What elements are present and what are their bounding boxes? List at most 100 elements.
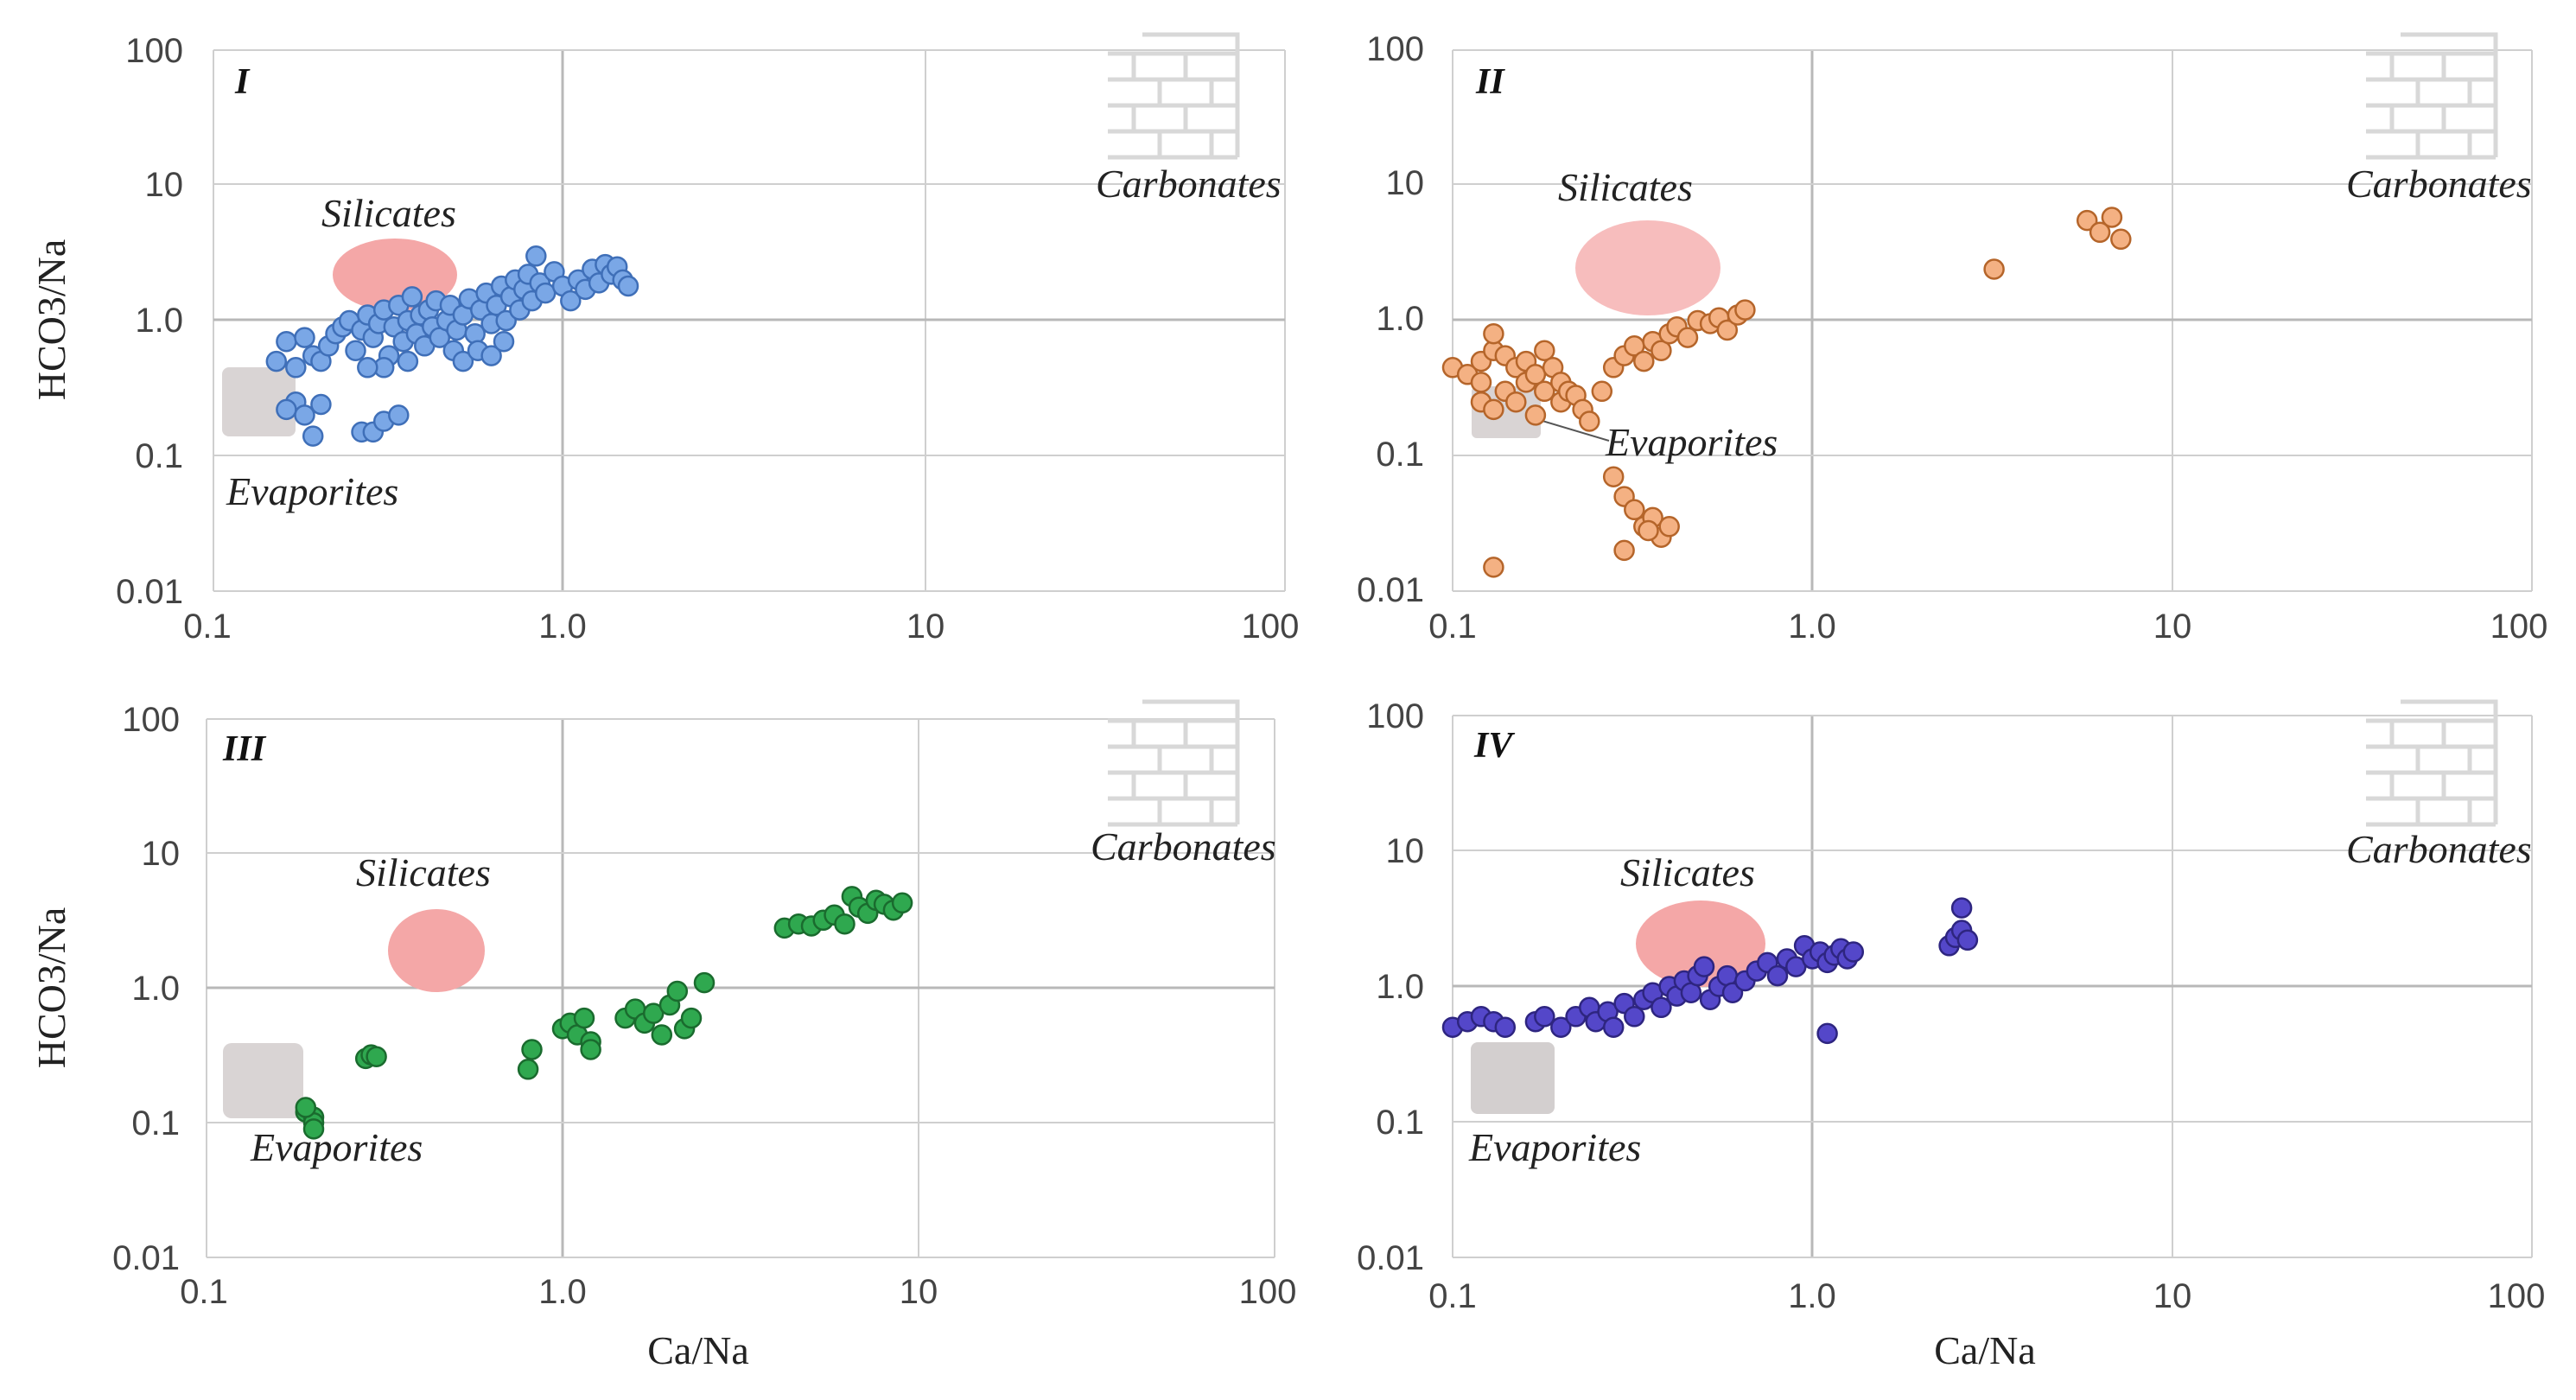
panel-iii-xtick-100: 100 [1239, 1273, 1297, 1311]
panel-i-silicates-label: Silicates [321, 191, 456, 235]
panel-i-data-point [525, 245, 547, 267]
panel-iv-data-point [1816, 1022, 1838, 1045]
panel-iv-ytick-1: 1.0 [1376, 968, 1424, 1006]
panel-ii-xtick-10: 10 [2153, 608, 2192, 646]
panel-iii-silicates-region [388, 909, 485, 992]
panel-iv-ytick-0.01: 0.01 [1357, 1239, 1424, 1277]
panel-i-xtick-1: 1.0 [538, 608, 587, 646]
panel-ii-ytick-0.1: 0.1 [1376, 436, 1424, 474]
panel-ii-data-point [1613, 539, 1635, 562]
panel-ii-evaporites-label: Evaporites [1605, 420, 1778, 464]
panel-iv-evaporites-label: Evaporites [1468, 1125, 1641, 1169]
panel-iii-data-point [580, 1039, 601, 1060]
panel-i-points [265, 245, 639, 447]
panel-i-data-point [452, 350, 474, 372]
panel-iii: 100 10 1.0 0.1 0.01 0.1 1.0 10 100 HCO3/… [29, 699, 1297, 1372]
panel-ii-data-point [1579, 410, 1600, 432]
panel-iii-evaporites-label: Evaporites [250, 1125, 423, 1169]
panel-iii-data-point [651, 1024, 673, 1046]
panel-i-data-point [493, 330, 515, 353]
panel-i-ytick-100: 100 [125, 32, 183, 70]
panel-ii: 100 10 1.0 0.1 0.01 0.1 1.0 10 100 II Ca… [1357, 30, 2547, 646]
panel-ii-xtick-0.1: 0.1 [1428, 608, 1477, 646]
panel-ii-data-point [2101, 207, 2123, 228]
panel-ii-data-point [1505, 391, 1527, 413]
panel-iii-xtick-1: 1.0 [538, 1273, 587, 1311]
panel-iv-data-point [1494, 1016, 1517, 1038]
panel-iv-xtick-0.1: 0.1 [1428, 1277, 1477, 1315]
panel-ii-silicates-label: Silicates [1558, 165, 1693, 209]
panel-iv-ytick-10: 10 [1386, 832, 1425, 870]
panel-iv-data-point [1950, 897, 1973, 919]
panel-iv-data-point [1602, 1016, 1625, 1038]
panel-iv-xlabel: Ca/Na [1934, 1328, 2036, 1372]
panel-ii-data-point [1483, 557, 1504, 578]
panel-iii-carbonates-label: Carbonates [1091, 824, 1276, 869]
panel-i: 100 10 1.0 0.1 0.01 0.1 1.0 10 100 HCO3/… [29, 32, 1299, 646]
panel-iii-xlabel: Ca/Na [647, 1328, 749, 1372]
panel-iii-points [295, 886, 913, 1140]
panel-iv-carbonates-brick-wall-icon [2366, 699, 2498, 827]
panel-iv-data-point [1956, 929, 1979, 951]
panel-ii-data-point [1534, 380, 1555, 403]
panel-i-data-point [617, 275, 639, 297]
panel-ii-data-point [2089, 221, 2111, 244]
panel-iv-points [1441, 897, 1979, 1045]
panel-ii-silicates-region [1575, 220, 1721, 315]
panel-i-data-point [345, 340, 366, 361]
panel-iv-gridlines [1452, 715, 2533, 1258]
panel-ii-data-point [1534, 340, 1555, 361]
panel-iii-data-point [295, 1097, 317, 1118]
panel-i-data-point [495, 309, 517, 332]
panel-iv-data-point [1624, 1006, 1645, 1028]
panel-i-data-point [285, 357, 307, 379]
panel-ii-evaporites-leader [1536, 418, 1610, 442]
panel-iv-label: IV [1473, 726, 1515, 766]
panel-ii-data-point [1651, 340, 1672, 361]
panel-ii-data-point [1624, 499, 1645, 521]
panel-iii-carbonates-brick-wall-icon [1108, 699, 1240, 827]
panel-iv-ytick-100: 100 [1366, 697, 1424, 735]
panel-i-data-point [401, 286, 423, 308]
panel-iii-data-point [521, 1039, 543, 1060]
panel-i-data-point [480, 345, 502, 366]
panel-i-ytick-1: 1.0 [135, 302, 183, 340]
panel-iv-carbonates-label: Carbonates [2346, 827, 2532, 871]
panel-iii-xtick-10: 10 [900, 1273, 938, 1311]
panel-i-evaporites-region [222, 367, 296, 436]
panel-ii-data-point [1734, 299, 1756, 321]
panel-iv-data-point [1651, 996, 1672, 1019]
panel-i-data-point [388, 404, 410, 426]
panel-ii-data-point [1633, 350, 1655, 372]
panel-iii-data-point [642, 1002, 665, 1024]
panel-i-data-point [265, 350, 288, 372]
panel-iv-data-point [1842, 941, 1865, 963]
panel-iii-evaporites-region [223, 1043, 303, 1118]
panel-iii-gridlines [206, 718, 1275, 1258]
panel-iv-ytick-0.1: 0.1 [1376, 1104, 1424, 1142]
panel-ii-data-point [1483, 322, 1504, 345]
panel-iii-ylabel: HCO3/Na [29, 907, 73, 1069]
panel-ii-data-point [1524, 404, 1547, 426]
panel-iii-ytick-0.1: 0.1 [131, 1104, 180, 1142]
panel-i-data-point [357, 357, 378, 379]
panel-iii-data-point [834, 913, 855, 935]
panel-ii-data-point [1470, 372, 1492, 393]
panel-iv-data-point [1766, 964, 1789, 987]
panel-iii-xtick-0.1: 0.1 [180, 1273, 228, 1311]
panel-ii-data-point [1983, 258, 2005, 280]
panel-ii-data-point [1483, 398, 1504, 421]
panel-i-xtick-10: 10 [906, 608, 945, 646]
panel-iv-silicates-region [1636, 900, 1765, 987]
panel-ii-data-point [1658, 516, 1680, 538]
panel-i-label: I [234, 62, 251, 102]
panel-iii-ytick-10: 10 [142, 835, 181, 873]
panel-iii-data-point [573, 1007, 595, 1029]
panel-ii-xtick-100: 100 [2490, 608, 2548, 646]
panel-ii-data-point [1602, 466, 1625, 487]
panel-ii-data-point [1591, 380, 1613, 403]
panel-i-evaporites-label: Evaporites [226, 469, 398, 513]
panel-i-data-point [397, 350, 419, 372]
panel-i-data-point [560, 290, 582, 312]
